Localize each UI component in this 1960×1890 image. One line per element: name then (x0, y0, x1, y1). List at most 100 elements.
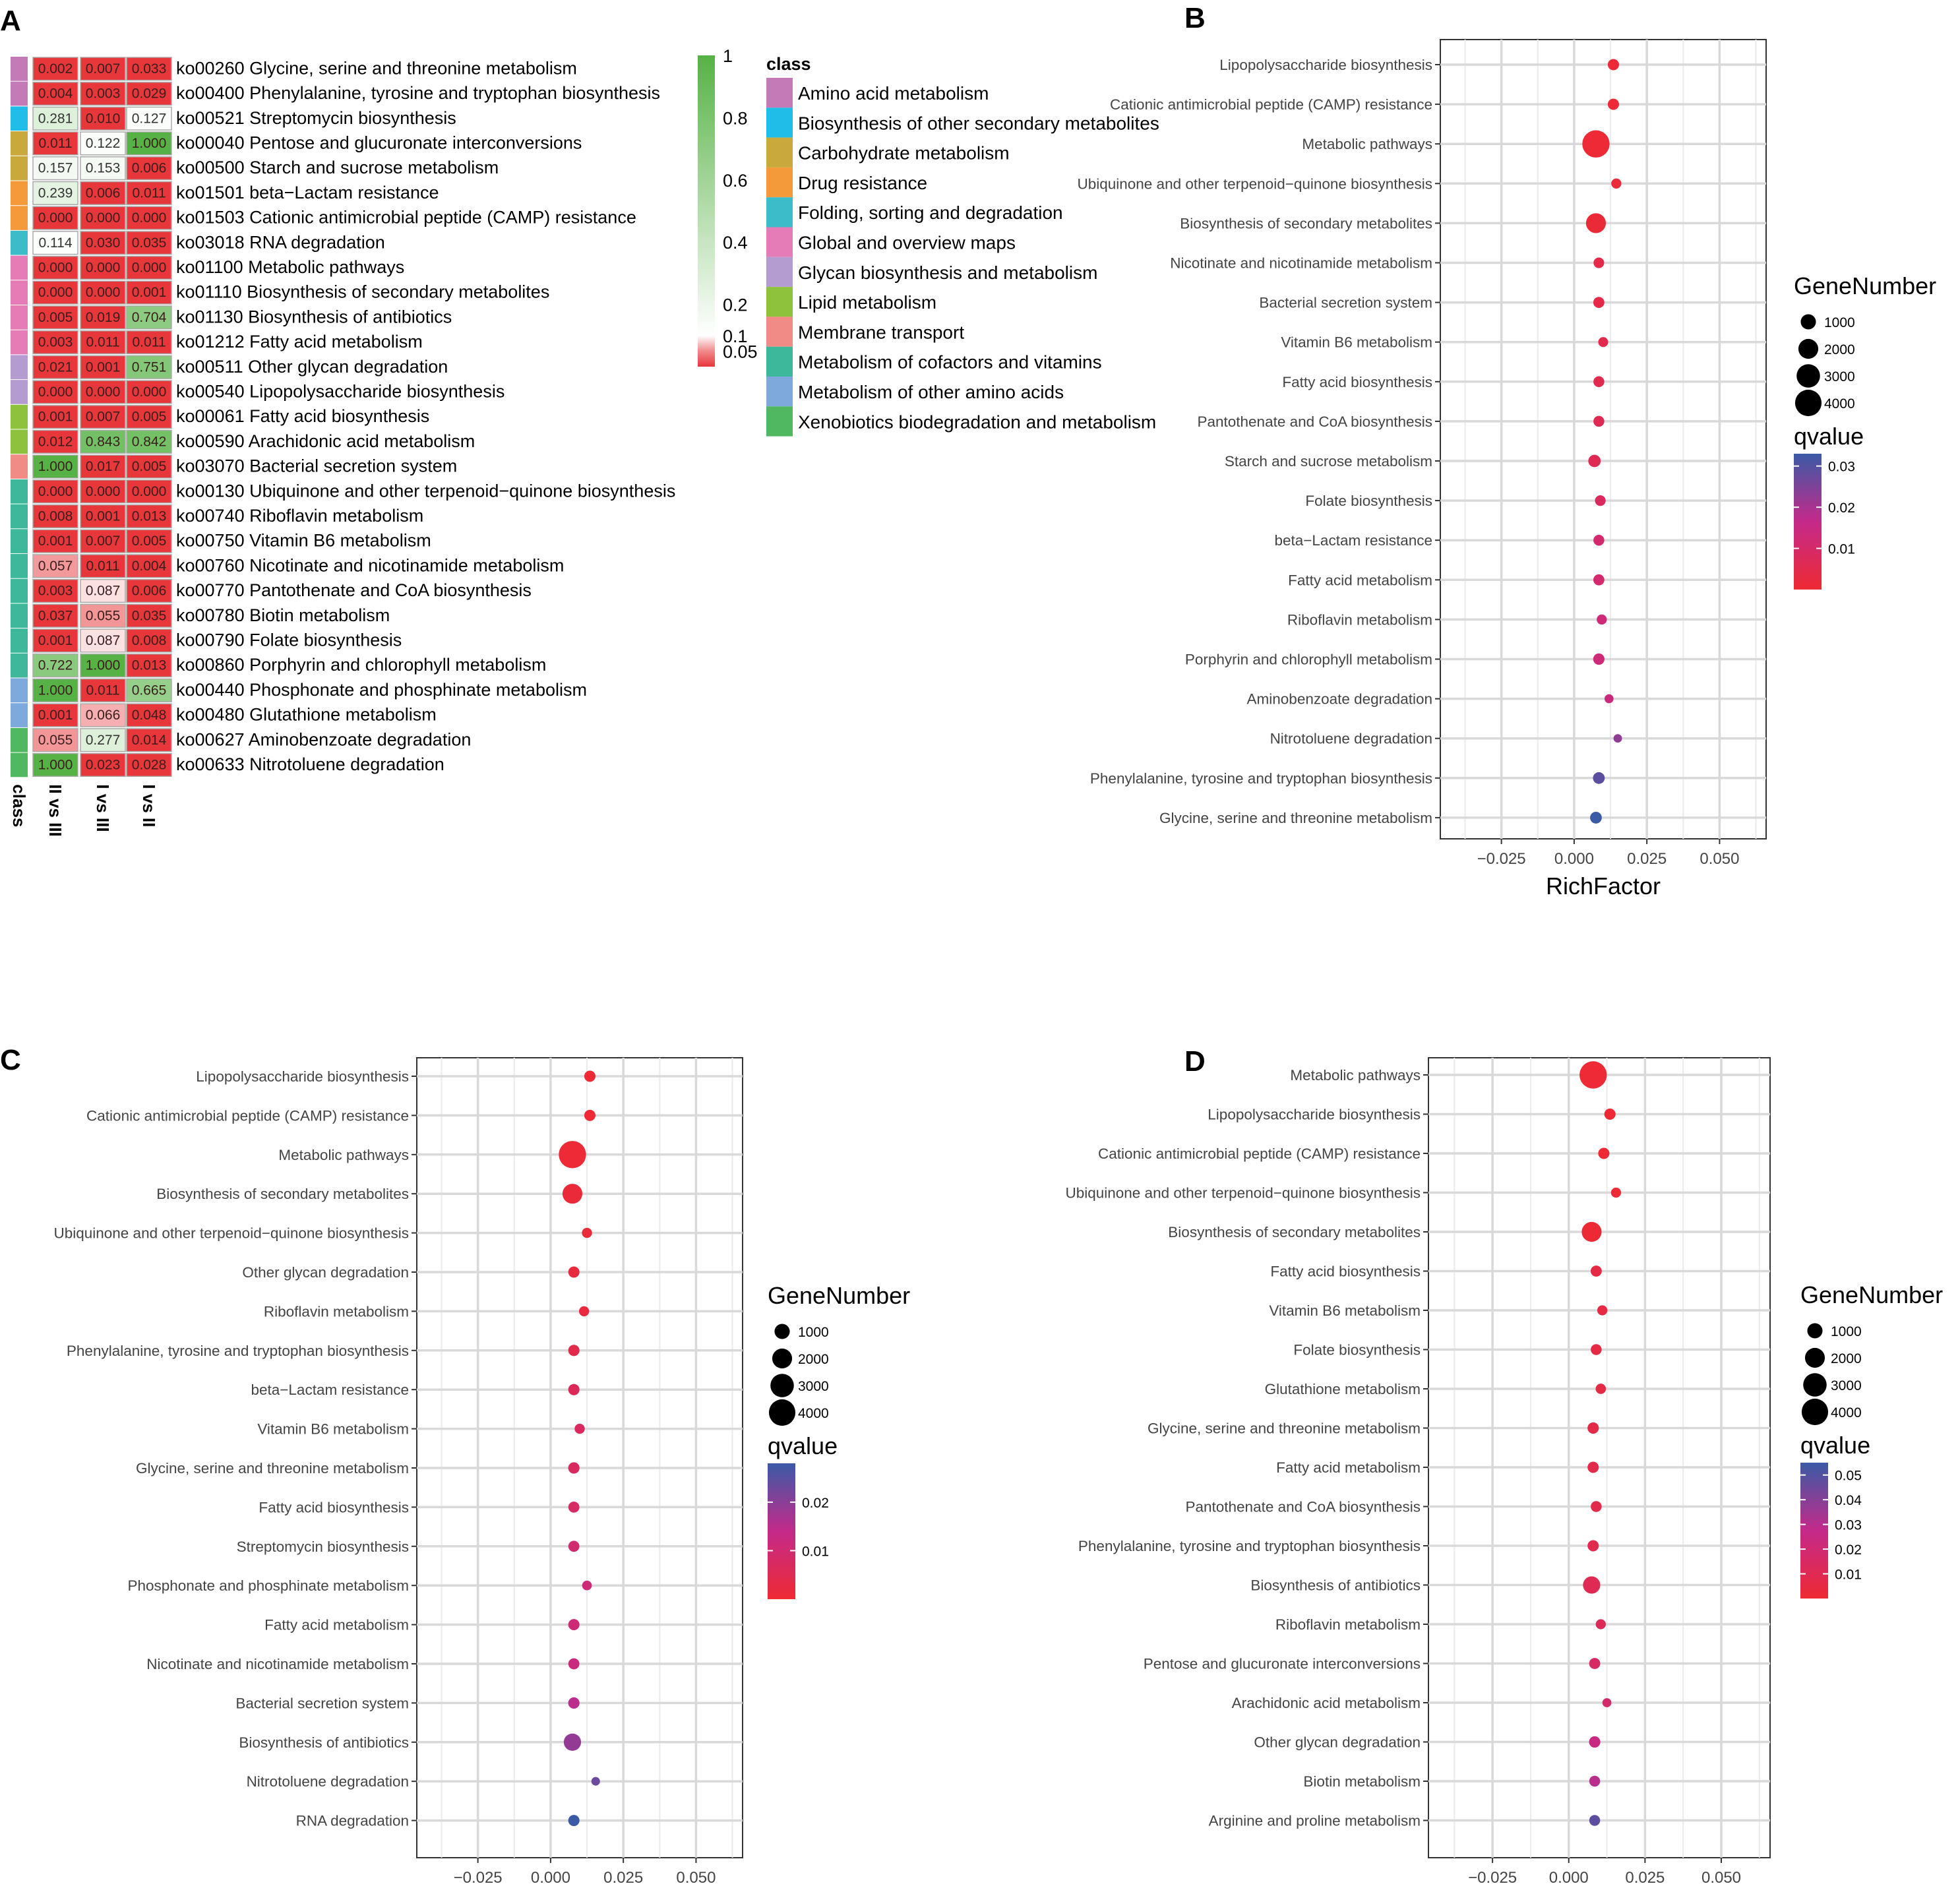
y-tick-label: Cationic antimicrobial peptide (CAMP) re… (1110, 96, 1432, 113)
x-tick-label: 0.025 (1627, 850, 1667, 868)
cell-value-label: 0.087 (86, 633, 121, 648)
y-tick-label: Other glycan degradation (1254, 1734, 1421, 1751)
y-tick-label: Riboflavin metabolism (1275, 1616, 1421, 1633)
class-legend-label: Glycan biosynthesis and metabolism (798, 262, 1097, 283)
data-point (568, 1658, 580, 1670)
class-legend-label: Amino acid metabolism (798, 83, 989, 104)
color-legend-title: qvalue (1800, 1432, 1870, 1459)
heatmap-cell (80, 678, 126, 702)
heatmap-row-label: ko01100 Metabolic pathways (176, 257, 404, 277)
data-point (1611, 178, 1622, 189)
data-point (1579, 1061, 1607, 1089)
size-legend-dot (1796, 364, 1820, 388)
heatmap-row-label: ko00780 Biotin metabolism (176, 605, 390, 625)
data-point (1593, 653, 1605, 665)
heatmap-cell (80, 429, 126, 454)
heatmap-row-label: ko00760 Nicotinate and nicotinamide meta… (176, 555, 564, 575)
y-tick-label: Phenylalanine, tyrosine and tryptophan b… (1078, 1538, 1421, 1554)
class-cell (11, 255, 28, 280)
class-cell (11, 81, 28, 106)
y-tick-label: Nitrotoluene degradation (1270, 731, 1432, 747)
class-cell (11, 181, 28, 206)
y-tick-label: Lipopolysaccharide biosynthesis (1208, 1107, 1421, 1123)
qvalue-colorbar (768, 1463, 795, 1599)
heatmap-row-label: ko01110 Biosynthesis of secondary metabo… (176, 282, 549, 302)
class-cell (11, 554, 28, 578)
cell-value-label: 0.004 (132, 559, 167, 574)
cell-value-label: 0.011 (86, 683, 120, 698)
size-legend-title: GeneNumber (1800, 1281, 1943, 1308)
heatmap-row-label: ko01501 beta−Lactam resistance (176, 183, 439, 202)
heatmap-cell (126, 305, 172, 330)
class-legend-label: Global and overview maps (798, 233, 1016, 253)
data-point (1589, 1736, 1601, 1748)
cell-value-label: 0.001 (86, 359, 121, 375)
data-point (1593, 574, 1605, 586)
heatmap-cell (80, 454, 126, 479)
data-point (562, 1184, 583, 1204)
class-legend-swatch (766, 257, 793, 288)
x-tick-label: 0.025 (603, 1869, 643, 1887)
y-tick-label: Biosynthesis of antibiotics (1250, 1577, 1421, 1594)
size-legend-label: 1000 (798, 1325, 829, 1340)
heatmap-row-label: ko00633 Nitrotoluene degradation (176, 754, 444, 774)
cell-value-label: 0.035 (132, 235, 167, 251)
y-tick-label: Vitamin B6 metabolism (1269, 1302, 1421, 1319)
y-tick-label: Biotin metabolism (1303, 1773, 1421, 1790)
data-point (1597, 614, 1607, 625)
data-point (568, 1266, 580, 1278)
cell-value-label: 0.153 (86, 161, 121, 176)
heatmap-cell (32, 703, 78, 727)
cell-value-label: 0.023 (86, 757, 121, 772)
heatmap-cell (126, 578, 172, 603)
cell-value-label: 0.000 (86, 484, 121, 499)
data-point (1590, 811, 1602, 824)
heatmap-cell (80, 231, 126, 255)
panel-letter-d: D (1184, 1045, 1206, 1078)
heatmap-cell (80, 280, 126, 305)
cell-value-label: 0.000 (38, 285, 73, 300)
x-tick-label: −0.025 (1468, 1869, 1517, 1887)
qvalue-tick-label: 0.01 (1835, 1568, 1862, 1583)
class-cell (11, 703, 28, 727)
heatmap-cell (32, 330, 78, 355)
cell-value-label: 0.001 (38, 633, 73, 648)
y-tick-label: RNA degradation (296, 1813, 409, 1829)
y-tick-label: Fatty acid metabolism (1288, 572, 1432, 588)
class-legend-label: Biosynthesis of other secondary metaboli… (798, 113, 1159, 133)
y-tick-label: Glycine, serine and threonine metabolism (136, 1460, 409, 1477)
heatmap-cell (126, 603, 172, 628)
y-tick-label: Glycine, serine and threonine metabolism (1148, 1420, 1421, 1437)
y-tick-label: Biosynthesis of secondary metabolites (1168, 1224, 1421, 1240)
heatmap-row-label: ko00627 Aminobenzoate degradation (176, 729, 471, 749)
class-legend-label: Carbohydrate metabolism (798, 143, 1010, 164)
data-point (568, 1697, 580, 1709)
y-tick-label: Fatty acid biosynthesis (259, 1499, 409, 1515)
data-point (1583, 1576, 1601, 1594)
heatmap-cell (80, 156, 126, 181)
heatmap-column-label: II vs III (46, 784, 65, 837)
data-point (1581, 1221, 1602, 1242)
heatmap-row-label: ko03018 RNA degradation (176, 232, 385, 252)
class-legend-label: Drug resistance (798, 173, 927, 193)
data-point (1588, 454, 1601, 468)
data-point (1602, 1698, 1612, 1707)
qvalue-tick-label: 0.03 (1835, 1518, 1862, 1533)
heatmap-cell (80, 380, 126, 404)
heatmap-cell (126, 106, 172, 131)
heatmap-cell (80, 255, 126, 280)
class-cell (11, 380, 28, 404)
class-cell (11, 653, 28, 678)
heatmap-cell (80, 554, 126, 578)
cell-value-label: 0.057 (38, 559, 73, 574)
heatmap-row-label: ko00511 Other glycan degradation (176, 357, 448, 377)
cell-value-label: 0.843 (86, 434, 121, 449)
cell-value-label: 0.239 (38, 185, 73, 200)
x-tick-label: −0.025 (1477, 850, 1526, 868)
y-tick-label: Biosynthesis of secondary metabolites (156, 1186, 409, 1202)
cell-value-label: 0.000 (38, 210, 73, 226)
y-tick-label: Pentose and glucuronate interconversions (1144, 1656, 1421, 1672)
colorbar-tick-label: 0.1 (723, 326, 748, 346)
heatmap-cell (126, 131, 172, 156)
y-tick-label: Pantothenate and CoA biosynthesis (1197, 413, 1432, 430)
